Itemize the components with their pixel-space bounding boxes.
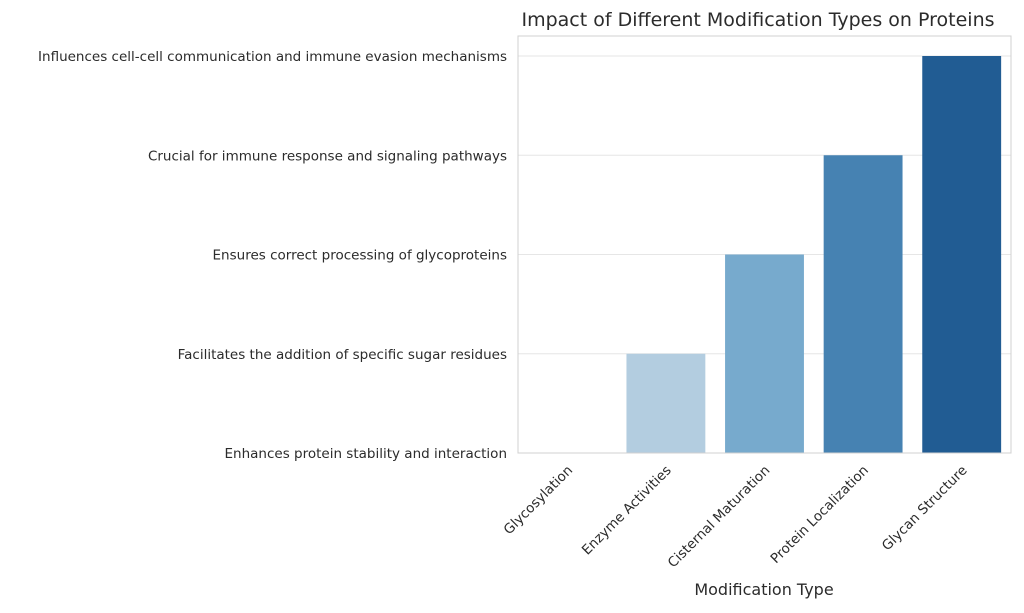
bars — [626, 56, 1002, 453]
bar — [725, 254, 804, 453]
bar — [823, 155, 903, 453]
y-tick-label: Ensures correct processing of glycoprote… — [213, 248, 507, 264]
chart-title: Impact of Different Modification Types o… — [521, 9, 994, 31]
x-axis-label: Modification Type — [694, 580, 833, 599]
bar — [626, 353, 706, 453]
y-tick-label: Facilitates the addition of specific sug… — [178, 347, 507, 363]
y-tick-label: Enhances protein stability and interacti… — [225, 446, 508, 462]
plot-frame — [517, 35, 1012, 454]
y-tick-label: Crucial for immune response and signalin… — [148, 148, 507, 164]
bar — [922, 56, 1002, 453]
y-tick-label: Influences cell-cell communication and i… — [38, 49, 507, 65]
y-tick-labels: Enhances protein stability and interacti… — [38, 49, 507, 462]
